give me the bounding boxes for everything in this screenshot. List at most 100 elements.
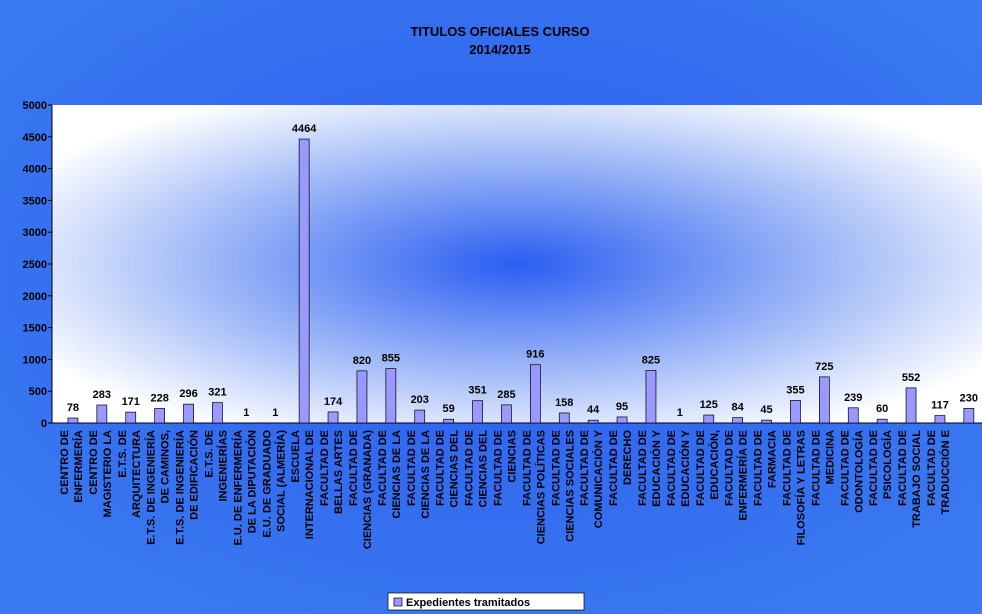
data-label: 117 [931, 400, 949, 412]
x-tick-label: FACULTAD DE [695, 430, 707, 506]
x-tick-label: DE EDIFICACIÓN [188, 430, 201, 520]
data-label: 916 [526, 349, 544, 361]
x-tick-label: DERECHO [622, 430, 634, 485]
x-tick-label: CIENCIAS DEL [449, 430, 461, 508]
x-tick-label: E.T.S. DE [203, 430, 215, 478]
x-tick-label: E.T.S. DE INGENIERÍA [145, 430, 158, 545]
x-tick-label: ESCUELA [290, 430, 302, 483]
data-label: 174 [324, 396, 343, 408]
bar [327, 411, 339, 424]
x-tick-label: ODONTOLOGÍA [852, 430, 865, 513]
bar [154, 408, 165, 424]
x-tick-label: COMUNICACIÓN Y [592, 429, 605, 528]
x-tick-label: DE CAMINOS, [160, 430, 172, 503]
y-tick-label: 4000 [23, 164, 47, 176]
data-label: 84 [732, 402, 745, 414]
y-tick-label: 2500 [23, 259, 47, 271]
bar [645, 370, 657, 424]
bar [501, 404, 512, 424]
bar [847, 407, 859, 424]
x-tick-label: FACULTAD DE [406, 430, 418, 506]
x-tick-label: ENFERMERÍA [72, 430, 85, 503]
legend-label: Expedientes tramitados [406, 597, 530, 609]
x-tick-label: FACULTAD DE [753, 430, 765, 506]
x-tick-label: CIENCIAS DE LA [420, 430, 432, 519]
x-tick-label: FACULTAD DE [435, 430, 447, 506]
data-label: 4464 [292, 123, 317, 135]
x-tick-label: ARQUITECTURA [131, 430, 143, 518]
bar [818, 376, 830, 424]
x-tick-label: EDUCACIÓN Y [679, 429, 692, 506]
y-tick-label: 3000 [23, 227, 47, 239]
x-tick-label: FACULTAD DE [608, 430, 620, 506]
bar [732, 417, 744, 424]
data-label: 171 [122, 396, 140, 408]
bar [587, 419, 599, 424]
x-tick-label: E.T.S. DE INGENIERÍA [174, 430, 187, 545]
bar [414, 409, 426, 424]
y-tick-label: 1500 [23, 323, 47, 335]
data-label: 45 [760, 404, 772, 416]
bar [616, 416, 628, 424]
x-tick-label: FILOSOFÍA Y LETRAS [794, 430, 807, 545]
x-tick-label: TRADUCCIÓN E [939, 430, 952, 514]
x-tick-label: FACULTAD DE [666, 430, 678, 506]
bar [558, 412, 570, 424]
data-label: 285 [497, 389, 515, 401]
chart-title: 2014/2015 [469, 42, 530, 57]
data-label: 125 [700, 399, 718, 411]
y-tick-label: 4500 [23, 132, 47, 144]
bar [905, 387, 917, 424]
x-tick-label: CIENCIAS POLÍTICAS [534, 430, 547, 544]
x-tick-label: TRABAJO SOCIAL [911, 430, 923, 528]
x-tick-label: FACULTAD DE [781, 430, 793, 506]
x-tick-label: CIENCIAS SOCIALES [564, 430, 576, 542]
bar [125, 411, 137, 424]
x-tick-label: CENTRO DE [59, 430, 71, 495]
data-label: 321 [208, 387, 226, 399]
y-tick-label: 5000 [23, 100, 47, 112]
data-label: 95 [616, 401, 628, 413]
x-tick-label: CIENCIAS DEL [478, 430, 490, 508]
x-tick-label: E.T.S. DE [117, 430, 129, 478]
legend-swatch [393, 597, 403, 607]
bar [356, 370, 368, 424]
x-tick-label: FACULTAD DE [926, 430, 938, 506]
x-tick-label: FACULTAD DE [810, 430, 822, 506]
x-tick-label: FACULTAD DE [724, 430, 736, 506]
data-label: 230 [960, 392, 978, 404]
x-tick-label: FACULTAD DE [492, 430, 504, 506]
data-label: 725 [815, 361, 833, 373]
x-tick-label: MEDICINA [824, 430, 836, 484]
x-tick-label: MAGISTERIO LA [102, 430, 114, 517]
y-tick-label: 500 [29, 386, 47, 398]
x-tick-label: SOCIAL (ALMERÍA) [274, 430, 287, 532]
bar [298, 138, 310, 424]
y-tick-label: 1000 [23, 354, 47, 366]
plot-area [52, 105, 982, 423]
data-label: 296 [179, 388, 197, 400]
data-label: 59 [443, 403, 455, 415]
data-label: 203 [411, 394, 429, 406]
y-tick-label: 0 [41, 418, 47, 430]
data-label: 855 [382, 353, 400, 365]
x-tick-label: FACULTAD DE [464, 430, 476, 506]
x-tick-label: ENFERMERÍA DE [737, 430, 750, 521]
data-label: 228 [150, 392, 168, 404]
data-label: 239 [844, 392, 862, 404]
data-label: 60 [876, 403, 888, 415]
y-tick-label: 3500 [23, 195, 47, 207]
data-label: 78 [67, 402, 79, 414]
x-tick-label: INGENIERÍAS [216, 430, 229, 502]
x-tick-label: FACULTAD DE [319, 430, 331, 506]
x-tick-label: E.U. DE GRADUADO [261, 430, 273, 538]
x-tick-label: FACULTAD DE [839, 430, 851, 506]
x-tick-label: BELLAS ARTES [333, 430, 345, 514]
bar [934, 415, 946, 424]
x-tick-label: FACULTAD DE [868, 430, 880, 506]
x-tick-label: FACULTAD DE [521, 430, 533, 506]
x-tick-label: FACULTAD DE [579, 430, 591, 506]
x-tick-label: FACULTAD DE [897, 430, 909, 506]
bar [212, 402, 223, 424]
